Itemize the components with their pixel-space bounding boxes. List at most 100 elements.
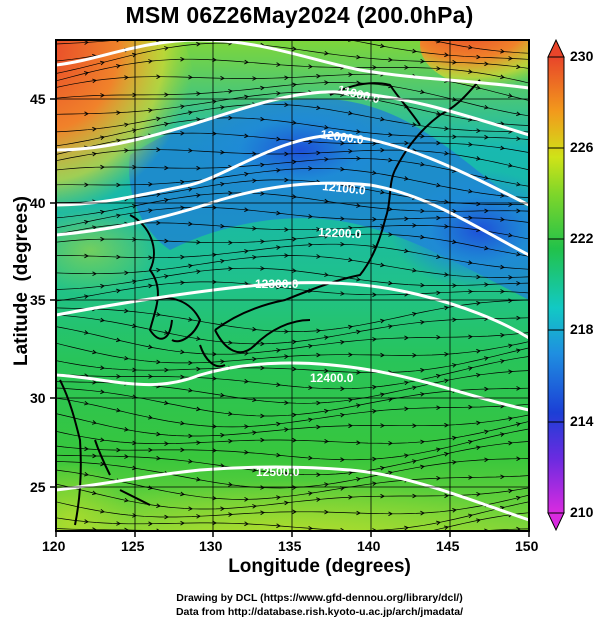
- streamline-arrow: [516, 136, 521, 141]
- streamline-arrow: [196, 440, 201, 445]
- streamline: [56, 40, 529, 54]
- streamline-arrow: [188, 34, 192, 38]
- streamline-arrow: [356, 276, 361, 282]
- streamline-arrow: [124, 270, 129, 276]
- streamline-arrow: [196, 336, 201, 341]
- streamline-arrow: [412, 311, 417, 317]
- streamline-arrow: [404, 248, 409, 254]
- streamline-arrow: [516, 111, 521, 117]
- streamline-arrow: [324, 368, 329, 374]
- streamline-arrow: [380, 540, 384, 544]
- contour-label-12500: 12500.0: [256, 465, 300, 479]
- streamline-arrow: [476, 54, 481, 60]
- streamline-arrow: [253, 27, 257, 31]
- streamline-arrow: [476, 372, 481, 378]
- streamline-arrow: [164, 441, 169, 446]
- streamline-arrow: [324, 198, 329, 204]
- streamline-arrow: [284, 329, 289, 334]
- streamline-arrow: [372, 244, 377, 249]
- streamline-arrow: [436, 290, 441, 296]
- streamline-arrow: [292, 412, 297, 418]
- streamline-arrow: [276, 523, 281, 529]
- streamline-arrow: [476, 300, 481, 306]
- streamline-arrow: [156, 455, 161, 461]
- streamline-arrow: [252, 539, 256, 543]
- streamline-arrow: [100, 236, 105, 242]
- streamline-arrow: [348, 184, 353, 189]
- streamline-arrow: [284, 75, 289, 81]
- streamline-arrow: [148, 344, 153, 350]
- streamline-arrow: [388, 470, 393, 476]
- streamline-arrow: [340, 242, 345, 247]
- streamline-arrow: [124, 427, 129, 432]
- streamline-arrow: [212, 376, 217, 381]
- streamline-arrow: [356, 129, 361, 134]
- streamline-arrow: [467, 513, 473, 519]
- streamline-arrow: [276, 62, 281, 67]
- streamline-arrow: [404, 453, 409, 458]
- streamline-arrow: [348, 72, 353, 77]
- streamline-arrow: [484, 208, 489, 214]
- coastline: [59, 79, 481, 526]
- streamline-arrow: [220, 223, 225, 229]
- streamline-arrow: [420, 510, 425, 516]
- streamline-arrow: [116, 138, 121, 144]
- streamline-arrow: [412, 223, 417, 228]
- streamline-arrow: [412, 459, 417, 464]
- streamline-arrow: [228, 240, 233, 245]
- streamline-arrow: [156, 431, 161, 437]
- streamline-arrow: [372, 97, 377, 102]
- streamline-arrow: [507, 93, 513, 98]
- streamline-arrow: [468, 334, 473, 340]
- streamline-arrow: [180, 349, 185, 355]
- streamline-arrow: [84, 330, 89, 335]
- streamline-arrow: [404, 32, 408, 36]
- streamline-arrow: [340, 140, 345, 146]
- streamline-arrow: [100, 317, 105, 323]
- streamline-arrow: [356, 329, 361, 335]
- streamline-arrow: [324, 335, 329, 340]
- streamline-arrow: [196, 366, 201, 372]
- streamline-arrow: [100, 461, 105, 467]
- streamline-arrow: [412, 122, 417, 127]
- credit-drawing: Drawing by DCL (https://www.gfd-dennou.o…: [176, 592, 463, 604]
- streamline-arrow: [148, 374, 153, 379]
- colorbar: [547, 38, 565, 532]
- streamline-arrow: [228, 190, 233, 196]
- streamline-arrow: [388, 132, 393, 138]
- streamline-arrow: [508, 232, 513, 238]
- streamline-arrow: [412, 533, 416, 537]
- streamline-arrow: [372, 384, 377, 390]
- streamline-arrow: [84, 294, 89, 299]
- streamline-arrow: [420, 319, 425, 325]
- streamline-arrow: [356, 232, 361, 237]
- streamline-arrow: [132, 323, 137, 329]
- streamline-arrow: [476, 491, 481, 497]
- colorbar-tick-230: 230: [570, 48, 594, 64]
- streamline-arrow: [228, 88, 233, 94]
- streamline-arrow: [132, 92, 137, 98]
- streamline-arrow: [356, 203, 361, 208]
- streamline-arrow: [348, 225, 353, 231]
- x-tick-145: 145: [436, 538, 460, 554]
- streamline-arrow: [260, 341, 265, 347]
- streamline-arrow: [188, 317, 193, 322]
- streamline-arrow: [196, 406, 201, 412]
- streamline-arrow: [500, 432, 505, 437]
- streamline-arrow: [244, 133, 249, 139]
- streamline-arrow: [148, 108, 153, 113]
- streamline-arrow: [476, 445, 481, 450]
- streamline-arrow: [84, 111, 89, 116]
- streamline-arrow: [228, 115, 233, 121]
- streamline-arrow: [308, 417, 313, 423]
- streamline-arrow: [388, 206, 393, 212]
- streamline-arrow: [452, 59, 457, 65]
- streamline-arrow: [260, 162, 265, 168]
- streamline-arrow: [84, 182, 89, 188]
- streamline-arrow: [100, 365, 105, 371]
- grid-lines: [56, 40, 529, 531]
- streamline-arrow: [356, 156, 361, 161]
- streamline-arrow: [196, 165, 201, 171]
- streamline-arrow: [92, 349, 97, 355]
